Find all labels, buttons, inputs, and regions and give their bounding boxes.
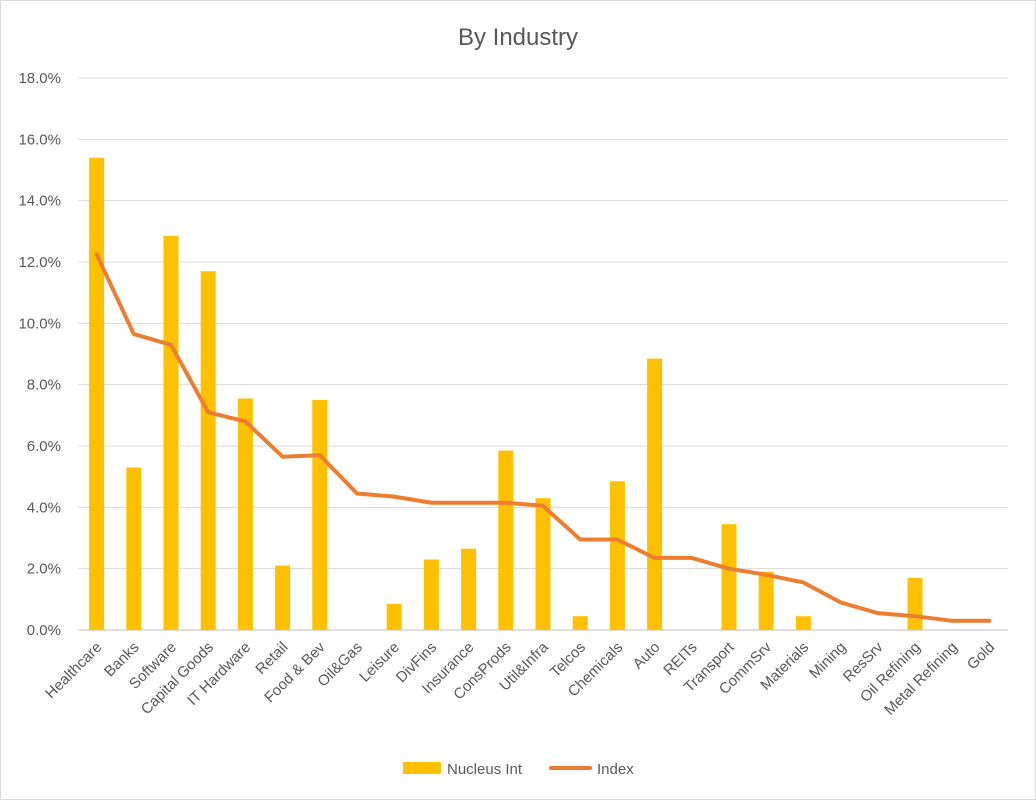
x-tick-label: Gold: [964, 639, 998, 673]
bar-nucleus-int: [609, 481, 625, 630]
bar-nucleus-int: [498, 450, 514, 630]
line-series: [94, 252, 992, 623]
bar-nucleus-int: [721, 524, 737, 630]
bar-nucleus-int: [163, 235, 179, 630]
bar-nucleus-int: [907, 577, 923, 630]
bar-nucleus-int: [237, 398, 253, 630]
x-tick-label: Healthcare: [42, 639, 105, 702]
legend-swatch-nucleus-int: [403, 762, 441, 774]
gridlines: [78, 77, 1008, 631]
bar-nucleus-int: [275, 565, 291, 630]
bar-nucleus-int: [535, 498, 551, 630]
y-tick-label: 12.0%: [18, 254, 61, 271]
bar-nucleus-int: [795, 616, 811, 630]
y-tick-label: 6.0%: [27, 438, 61, 455]
bar-nucleus-int: [312, 400, 328, 630]
y-tick-label: 10.0%: [18, 315, 61, 332]
bar-nucleus-int: [126, 467, 142, 630]
y-tick-label: 16.0%: [18, 131, 61, 148]
legend-label-index: Index: [597, 761, 634, 778]
y-tick-label: 14.0%: [18, 193, 61, 210]
bar-nucleus-int: [200, 271, 216, 630]
legend: Nucleus Int Index: [403, 761, 634, 778]
y-tick-label: 18.0%: [18, 70, 61, 87]
x-tick-label: Auto: [630, 639, 664, 673]
legend-label-nucleus-int: Nucleus Int: [447, 761, 523, 778]
y-tick-label: 4.0%: [27, 499, 61, 516]
bar-nucleus-int: [647, 358, 663, 630]
y-tick-label: 0.0%: [27, 622, 61, 639]
bar-nucleus-int: [89, 157, 105, 630]
bar-series: [89, 157, 923, 630]
bar-nucleus-int: [423, 559, 439, 630]
y-axis-ticks: 0.0% 2.0% 4.0% 6.0% 8.0% 10.0% 12.0% 14.0% 16.0%…: [18, 70, 61, 639]
y-tick-label: 2.0%: [27, 561, 61, 578]
bar-nucleus-int: [758, 571, 774, 630]
bar-nucleus-int: [461, 548, 477, 630]
bar-nucleus-int: [572, 616, 588, 630]
bar-nucleus-int: [386, 603, 402, 630]
y-tick-label: 8.0%: [27, 377, 61, 394]
chart-title: By Industry: [458, 24, 578, 51]
